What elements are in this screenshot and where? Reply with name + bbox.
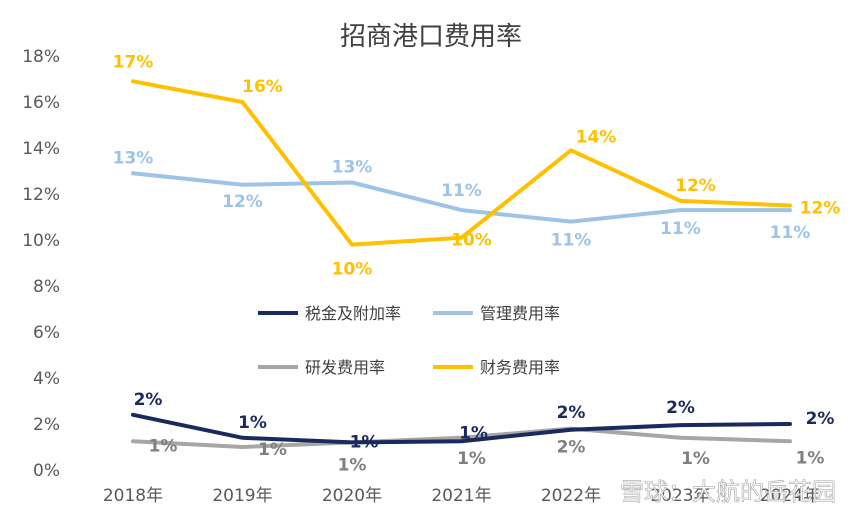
data-label: 2%	[557, 438, 586, 458]
series-line-1	[131, 171, 792, 224]
data-label: 2%	[134, 390, 163, 410]
data-labels: 2% 1% 1% 1% 2% 2% 2% 13% 12% 13% 11% 11% 11% 11% 1% 1% 1…	[113, 52, 841, 475]
y-tick-label: 0%	[33, 461, 60, 481]
legend-label: 财务费用率	[480, 358, 560, 377]
data-label: 13%	[113, 148, 154, 168]
x-tick-label: 2020年	[322, 486, 382, 506]
data-label: 16%	[242, 77, 283, 97]
y-tick-label: 16%	[22, 93, 60, 113]
x-tick-label: 2018年	[103, 486, 163, 506]
legend-label: 研发费用率	[305, 358, 385, 377]
legend-label: 管理费用率	[480, 304, 560, 323]
y-tick-label: 14%	[22, 139, 60, 159]
y-tick-label: 18%	[22, 47, 60, 67]
series-lines	[131, 79, 792, 449]
data-label: 11%	[660, 219, 701, 239]
data-label: 1%	[350, 432, 379, 452]
data-label: 11%	[551, 231, 592, 251]
legend-label: 税金及附加率	[305, 304, 401, 323]
y-tick-label: 12%	[22, 185, 60, 205]
y-tick-label: 8%	[33, 277, 60, 297]
x-tick-label: 2024年	[760, 486, 820, 506]
data-label: 1%	[459, 423, 488, 443]
data-label: 13%	[332, 158, 373, 178]
y-tick-label: 6%	[33, 323, 60, 343]
data-label: 14%	[576, 127, 617, 147]
data-label: 1%	[457, 449, 486, 469]
data-label: 12%	[222, 192, 263, 212]
data-label: 17%	[113, 52, 154, 72]
series-line-2	[131, 426, 792, 449]
data-label: 12%	[800, 199, 841, 219]
data-label: 1%	[338, 455, 367, 475]
data-label: 11%	[441, 181, 482, 201]
data-label: 12%	[675, 176, 716, 196]
data-label: 2%	[806, 409, 835, 429]
x-tick-label: 2021年	[431, 486, 491, 506]
data-label: 1%	[796, 448, 825, 468]
y-tick-label: 4%	[33, 369, 60, 389]
data-label: 1%	[258, 440, 287, 460]
y-tick-label: 10%	[22, 231, 60, 251]
x-tick-label: 2023年	[650, 486, 710, 506]
data-label: 1%	[149, 436, 178, 456]
series-line-0	[131, 412, 792, 445]
chart-title: 招商港口费用率	[340, 22, 522, 52]
data-label: 1%	[238, 413, 267, 433]
data-label: 1%	[681, 449, 710, 469]
data-label: 2%	[666, 398, 695, 418]
watermark-text: 雪球：大航的岳花园	[620, 478, 836, 506]
axis-layer: 0% 2% 4% 6% 8% 10% 12% 14% 16% 18% 2018年 2019年 2020年…	[22, 47, 820, 506]
y-tick-label: 2%	[33, 415, 60, 435]
x-tick-label: 2022年	[541, 486, 601, 506]
data-label: 10%	[451, 231, 492, 251]
data-label: 11%	[770, 223, 811, 243]
data-label: 2%	[557, 403, 586, 423]
series-line-3	[131, 79, 792, 247]
x-tick-label: 2019年	[212, 486, 272, 506]
data-label: 10%	[332, 260, 373, 280]
